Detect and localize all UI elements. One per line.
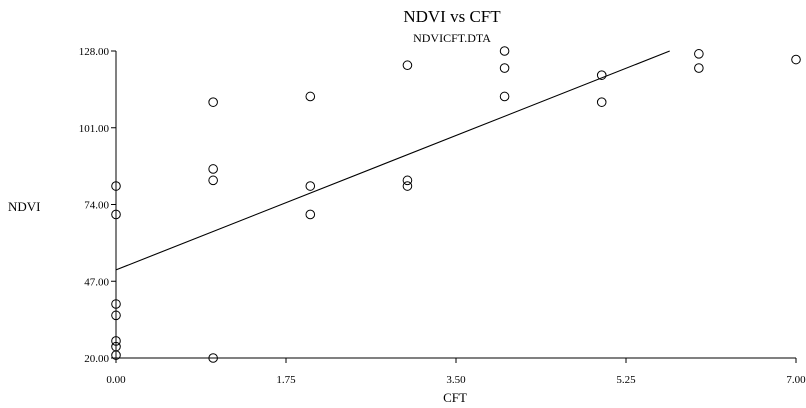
data-point [111,181,121,191]
data-point [111,336,121,346]
x-tick-label: 3.50 [446,374,466,386]
data-point [402,175,413,186]
data-point [499,63,510,73]
data-point [305,209,316,220]
trend-line [115,50,670,271]
axes-group: 20.00 47.00 74.00 101.00 128.00 0.00 1.75 3.50 5… [79,46,806,386]
y-axis-label: NDVI [8,199,41,214]
x-axis-label: CFT [443,390,467,405]
data-point [305,181,316,191]
data-point [208,175,218,186]
data-point [208,97,218,107]
x-tick-label: 5.25 [616,374,636,386]
trend-line-group [115,50,670,271]
data-point [402,60,413,71]
x-tick-label: 0.00 [106,374,126,386]
data-point [402,181,413,191]
data-point [305,91,316,102]
data-point [111,310,121,321]
data-point [499,46,510,56]
chart-subtitle: NDVICFT.DTA [413,31,491,45]
x-tick-label: 1.75 [276,374,296,386]
data-point [208,353,218,363]
y-tick-label: 47.00 [84,276,109,288]
data-point [791,54,801,65]
data-point [694,49,704,59]
data-points-group [111,46,801,363]
data-point [596,70,607,80]
data-point [111,299,121,309]
x-tick-label: 7.00 [786,374,806,386]
data-point [499,91,510,102]
data-point [596,97,607,107]
y-tick-label: 128.00 [79,46,110,58]
y-tick-label: 74.00 [84,200,109,212]
y-tick-label: 101.00 [79,123,110,135]
y-tick-label: 20.00 [84,353,109,365]
data-point [694,63,704,73]
data-point [208,164,218,174]
chart-title: NDVI vs CFT [403,7,501,26]
data-point [111,209,121,220]
data-point [111,350,121,360]
